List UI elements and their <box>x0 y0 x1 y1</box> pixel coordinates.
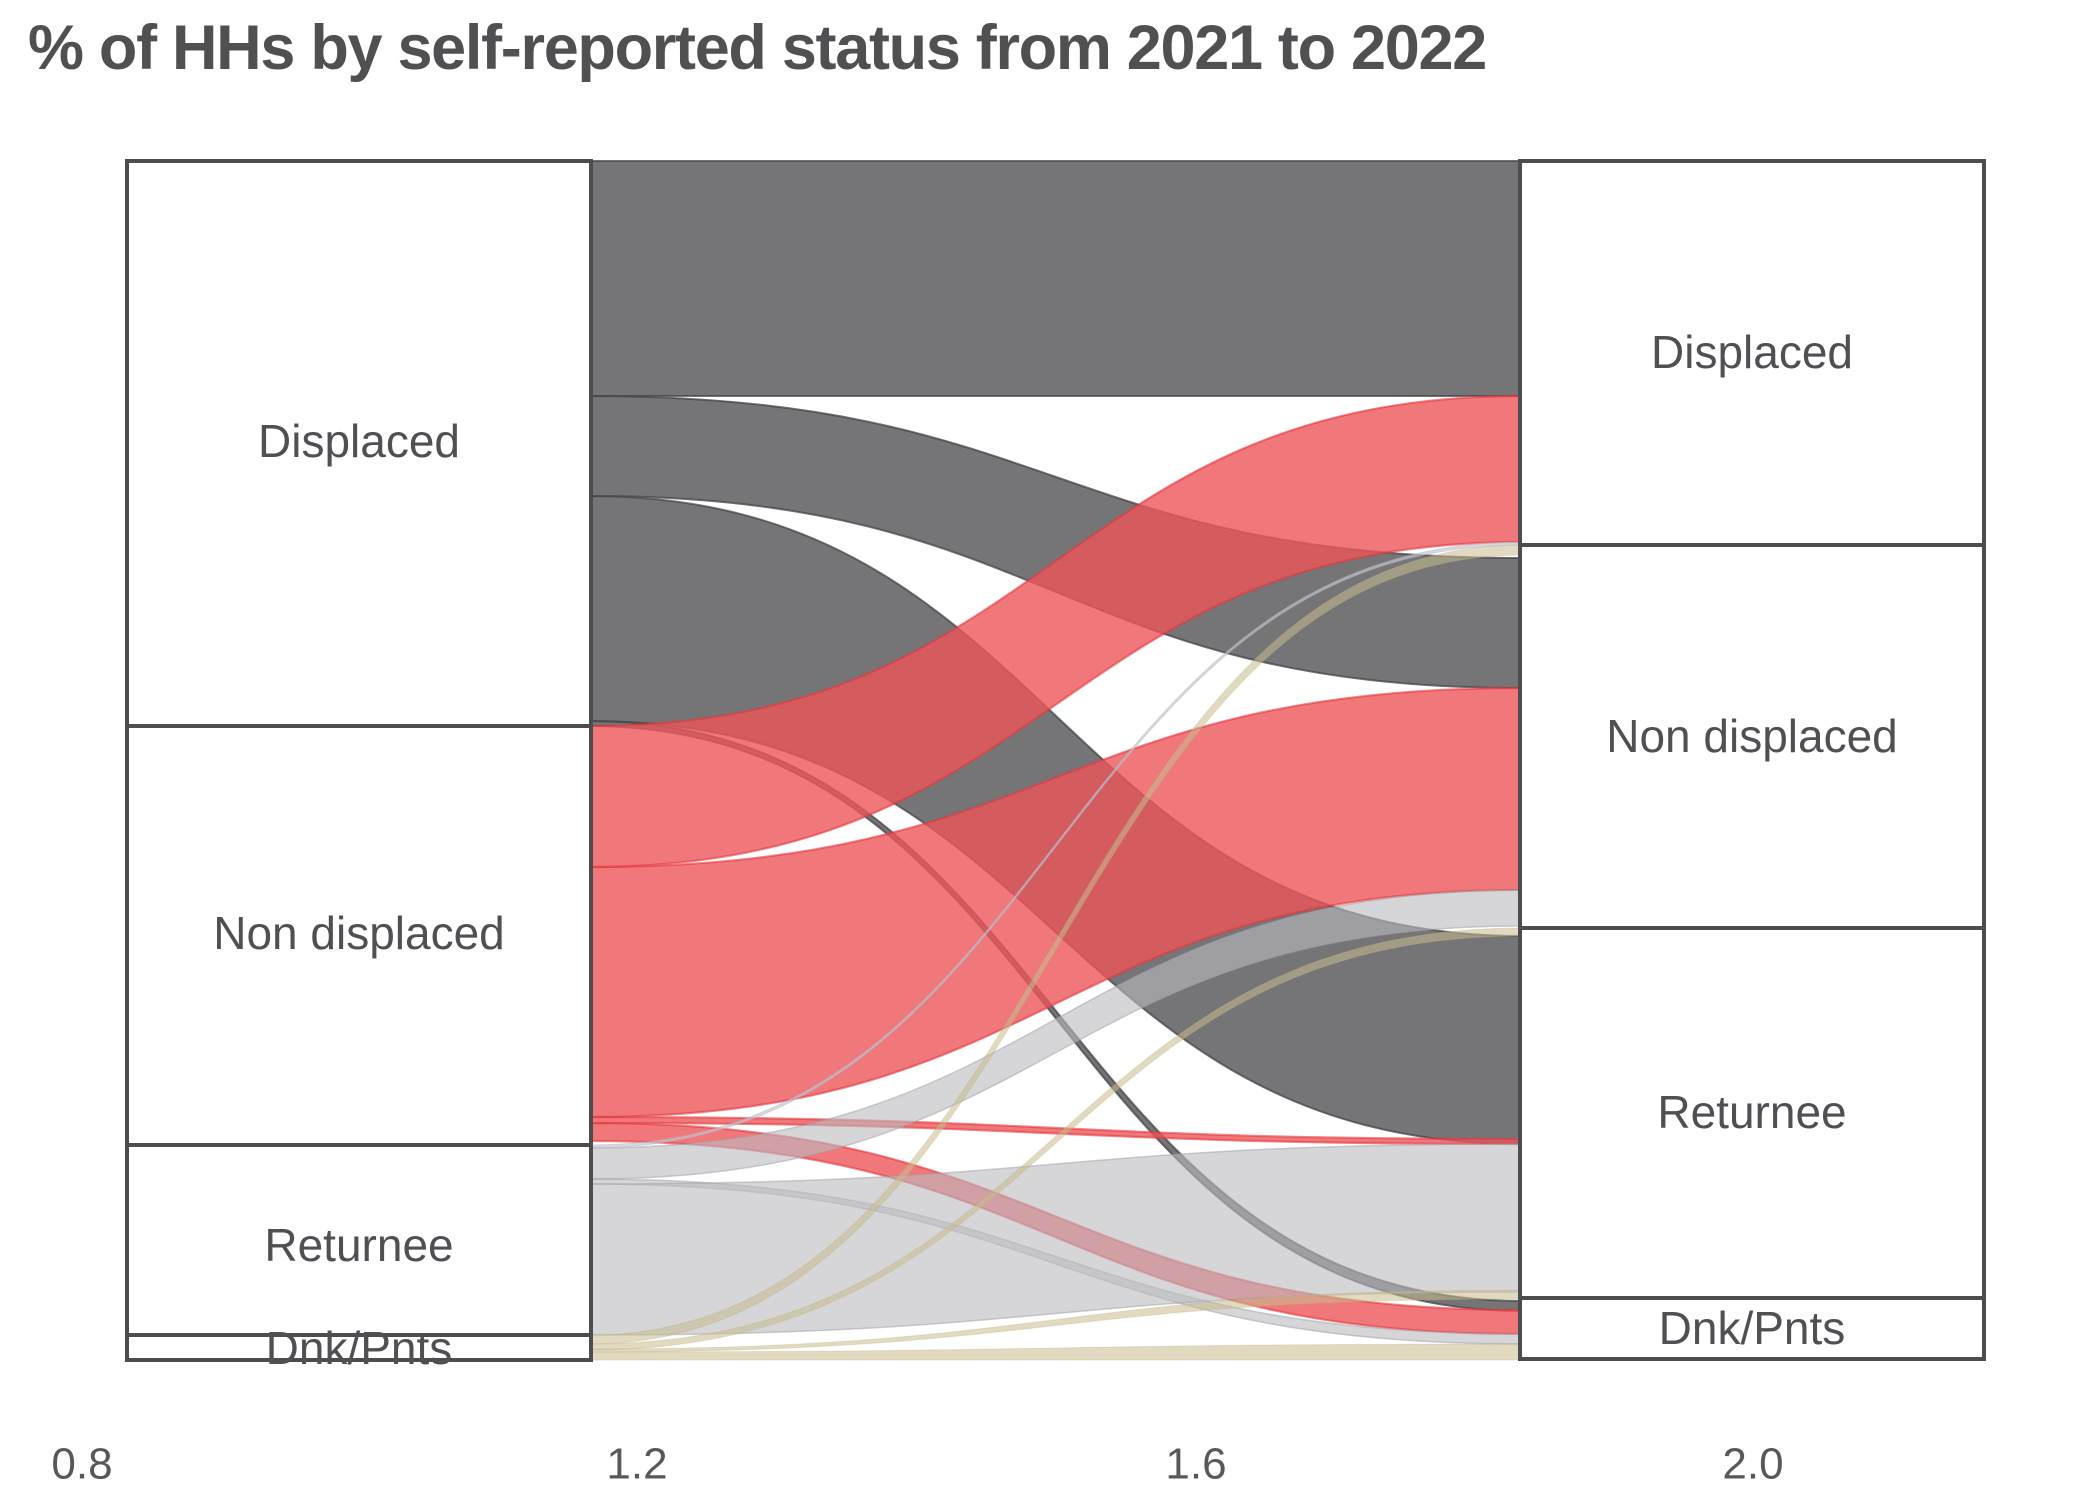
svg-text:0.8: 0.8 <box>51 1440 112 1489</box>
svg-text:Dnk/Pnts: Dnk/Pnts <box>1659 1302 1846 1354</box>
svg-text:Displaced: Displaced <box>1651 326 1853 378</box>
svg-text:Non displaced: Non displaced <box>213 907 505 959</box>
svg-text:1.6: 1.6 <box>1165 1440 1226 1489</box>
svg-text:Returnee: Returnee <box>264 1219 453 1271</box>
svg-text:1.2: 1.2 <box>606 1440 667 1489</box>
svg-text:Dnk/Pnts: Dnk/Pnts <box>266 1322 453 1374</box>
svg-text:Displaced: Displaced <box>258 415 460 467</box>
svg-text:2.0: 2.0 <box>1722 1440 1783 1489</box>
svg-text:Returnee: Returnee <box>1657 1086 1846 1138</box>
svg-text:Non displaced: Non displaced <box>1606 710 1898 762</box>
svg-text:% of HHs by self-reported stat: % of HHs by self-reported status from 20… <box>28 13 1486 83</box>
